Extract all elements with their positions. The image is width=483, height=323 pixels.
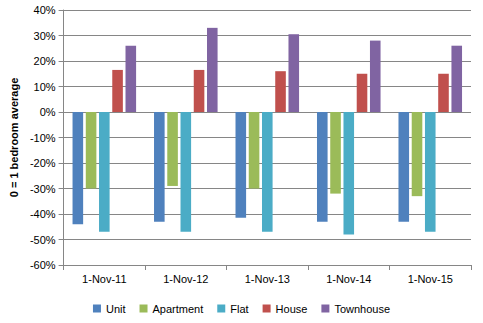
- svg-text:-50%: -50%: [30, 234, 56, 246]
- svg-text:Unit: Unit: [106, 303, 126, 315]
- svg-text:-60%: -60%: [30, 259, 56, 271]
- svg-text:-30%: -30%: [30, 183, 56, 195]
- svg-text:10%: 10%: [34, 81, 56, 93]
- svg-text:20%: 20%: [34, 55, 56, 67]
- svg-text:-10%: -10%: [30, 132, 56, 144]
- svg-text:1-Nov-11: 1-Nov-11: [82, 273, 126, 285]
- svg-text:House: House: [276, 303, 308, 315]
- svg-text:1-Nov-15: 1-Nov-15: [408, 273, 453, 285]
- svg-text:1-Nov-12: 1-Nov-12: [163, 273, 208, 285]
- svg-text:30%: 30%: [34, 30, 56, 42]
- svg-text:40%: 40%: [34, 4, 56, 16]
- svg-text:1-Nov-13: 1-Nov-13: [245, 273, 290, 285]
- svg-text:-20%: -20%: [30, 157, 56, 169]
- svg-text:1-Nov-14: 1-Nov-14: [326, 273, 371, 285]
- svg-text:Flat: Flat: [230, 303, 248, 315]
- svg-text:-40%: -40%: [30, 208, 56, 220]
- svg-text:Townhouse: Townhouse: [334, 303, 390, 315]
- svg-text:0%: 0%: [40, 106, 56, 118]
- svg-text:Apartment: Apartment: [153, 303, 204, 315]
- svg-text:0 = 1 bedroom average: 0 = 1 bedroom average: [8, 78, 20, 198]
